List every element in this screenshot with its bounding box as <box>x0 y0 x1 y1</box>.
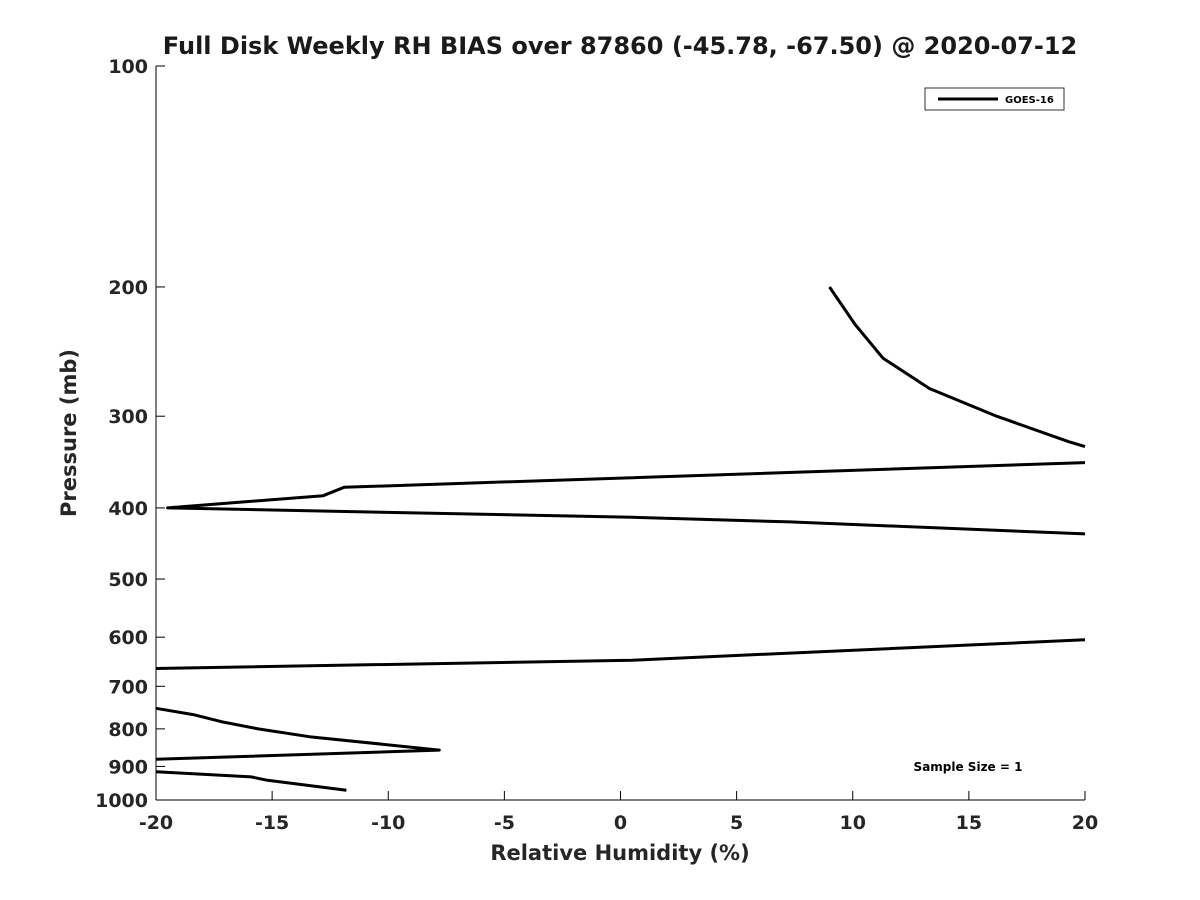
series-layer <box>155 286 1086 792</box>
x-ticks: -20 -15 -10 -5 0 5 10 15 20 <box>139 791 1098 834</box>
x-tick-label: 20 <box>1072 812 1098 834</box>
legend-label-goes-16: GOES-16 <box>1005 95 1054 106</box>
x-tick-label: -10 <box>371 812 405 834</box>
x-tick-label: -20 <box>139 812 173 834</box>
y-tick-label: 300 <box>108 406 148 428</box>
y-tick-label: 700 <box>108 676 148 698</box>
plot-axes <box>155 66 1085 801</box>
chart-title: Full Disk Weekly RH BIAS over 87860 (-45… <box>163 32 1077 60</box>
x-tick-label: 15 <box>956 812 982 834</box>
sample-size-annotation: Sample Size = 1 <box>914 760 1023 774</box>
x-axis-label: Relative Humidity (%) <box>490 841 749 865</box>
y-tick-label: 800 <box>108 719 148 741</box>
legend: GOES-16 <box>924 87 1065 111</box>
y-tick-label: 100 <box>108 56 148 78</box>
x-tick-label: 10 <box>840 812 866 834</box>
y-tick-label: 200 <box>108 277 148 299</box>
y-axis-label: Pressure (mb) <box>57 349 81 517</box>
y-tick-label: 500 <box>108 569 148 591</box>
y-tick-label: 600 <box>108 627 148 649</box>
series-line-goes-16 <box>155 286 1086 792</box>
y-tick-label: 400 <box>108 498 148 520</box>
x-tick-label: -15 <box>255 812 289 834</box>
x-tick-label: 0 <box>614 812 627 834</box>
y-ticks: 100 200 300 400 500 600 700 800 900 1000 <box>95 56 165 812</box>
x-tick-label: -5 <box>494 812 515 834</box>
y-tick-label: 900 <box>108 756 148 778</box>
x-tick-label: 5 <box>730 812 743 834</box>
y-tick-label: 1000 <box>95 790 148 812</box>
